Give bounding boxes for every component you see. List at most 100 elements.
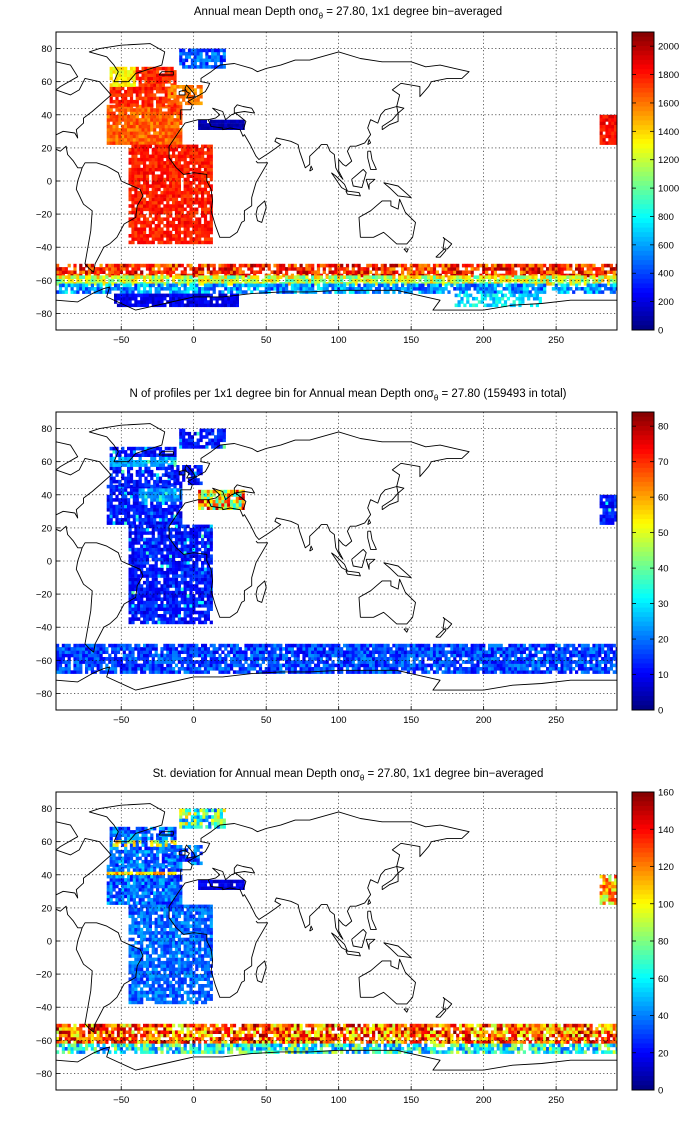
data-cell [476,275,480,279]
data-cell [456,278,460,283]
data-cell [180,570,184,575]
data-cell [140,167,144,172]
data-cell [172,594,176,598]
data-cell [192,604,196,608]
data-cell [163,303,167,308]
data-cell [160,237,164,241]
data-cell [112,114,116,119]
data-cell [325,290,329,294]
data-cell [112,93,116,97]
data-cell [166,547,170,552]
data-cell [505,270,509,274]
data-cell [366,290,370,294]
data-cell [447,282,451,286]
data-cell [135,479,139,484]
data-cell [488,267,492,271]
data-cell [177,164,181,168]
data-cell [147,483,151,487]
data-cell [209,544,213,548]
data-cell [227,275,231,279]
data-cell [311,287,315,291]
data-cell [374,287,379,291]
data-cell [186,181,190,185]
data-cell [201,204,205,208]
data-cell [195,240,199,245]
data-cell [427,278,431,283]
data-cell [203,187,208,192]
data-cell [235,287,239,291]
data-cell [195,580,199,585]
data-cell [457,293,461,298]
data-cell [166,544,170,548]
data-cell [492,303,496,308]
data-cell [527,293,531,298]
data-cell [160,614,164,618]
data-cell [128,157,132,162]
data-cell [145,561,150,565]
data-cell [129,134,134,139]
data-cell [118,121,122,125]
data-cell [495,303,499,308]
data-cell [157,594,161,598]
data-cell [183,531,187,535]
data-cell [195,537,199,542]
data-cell [144,89,148,94]
data-cell [137,164,141,168]
data-cell [195,600,199,605]
data-cell [354,282,358,286]
data-cell [154,237,158,241]
data-cell [253,283,257,288]
data-cell [156,124,160,129]
data-cell [138,111,142,116]
data-cell [157,570,161,575]
data-cell [201,282,205,286]
data-cell [137,147,141,152]
data-cell [124,89,128,94]
data-cell [199,51,203,56]
data-cell [506,296,510,301]
data-cell [183,600,187,605]
data-cell [409,267,413,271]
data-cell [138,83,142,87]
data-cell [160,524,164,529]
data-cell [209,547,213,552]
data-cell [189,157,193,162]
data-cell [161,514,165,519]
data-cell [140,187,144,192]
data-cell [79,275,83,279]
data-cell [135,96,139,101]
data-cell [153,463,157,467]
data-cell [148,607,152,611]
data-cell [514,263,518,268]
data-cell [129,121,134,125]
data-cell [192,283,196,288]
data-cell [144,483,148,487]
data-cell [147,103,151,107]
data-cell [366,283,370,288]
data-cell [173,491,177,496]
data-cell [160,551,164,555]
data-cell [156,114,160,119]
data-cell [96,283,100,288]
data-cell [112,124,116,129]
data-cell [157,567,161,572]
data-cell [192,200,196,205]
data-cell [180,296,184,301]
data-cell [128,147,132,152]
data-cell [145,184,150,188]
data-cell [143,161,147,165]
data-cell [154,217,158,221]
data-cell [198,164,202,168]
data-cell [140,604,144,608]
data-cell [293,287,297,291]
data-cell [209,171,213,175]
data-cell [157,604,161,608]
y-tick-label: −80 [36,309,52,320]
data-cell [195,527,199,532]
data-cell [401,287,405,291]
data-cell [522,290,526,294]
data-cell [198,506,202,510]
data-cell [218,267,222,271]
data-cell [569,267,573,271]
data-cell [118,138,122,142]
